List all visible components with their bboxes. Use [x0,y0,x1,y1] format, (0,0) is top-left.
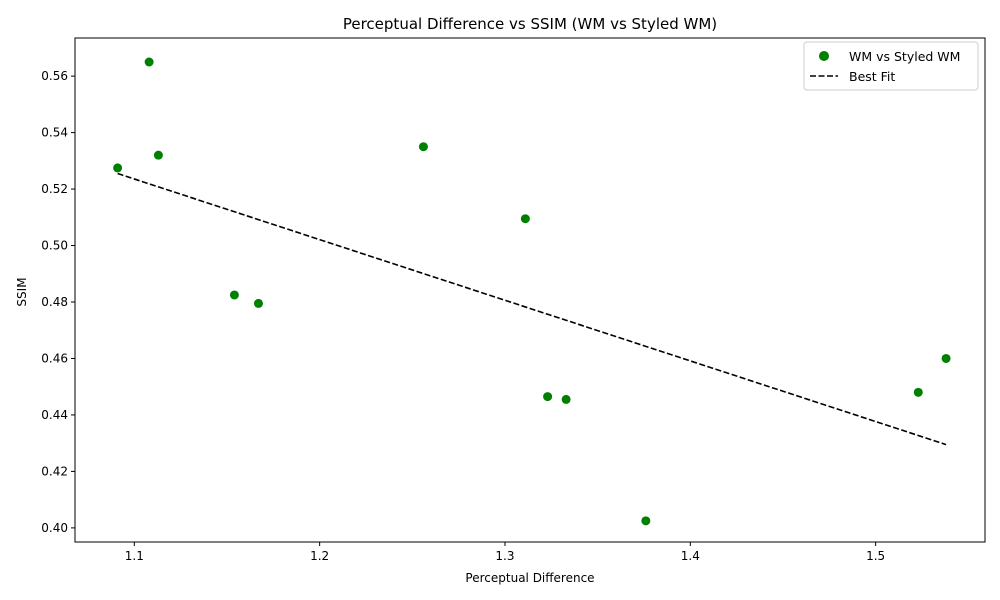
y-tick-label: 0.48 [41,295,68,309]
data-point-4 [229,290,239,300]
y-tick-label: 0.46 [41,351,68,365]
axes-frame [74,37,986,543]
data-marks [113,57,951,526]
data-point-12 [941,353,951,363]
legend-frame [803,41,979,91]
data-point-1 [113,163,123,173]
y-tick-label: 0.50 [41,239,68,253]
plot-background [75,38,985,542]
y-tick-label: 0.42 [41,464,68,478]
x-tick-label: 1.4 [681,549,700,563]
x-tick-label: 1.1 [125,549,144,563]
x-tick-label: 1.5 [866,549,885,563]
best-fit-line [117,172,947,446]
y-tick-label: 0.54 [41,126,68,140]
data-point-8 [543,392,553,402]
legend: WM vs Styled WM Best Fit [803,41,979,91]
y-tick-label: 0.56 [41,69,68,83]
plot-area [75,38,985,542]
x-tick-label: 1.3 [495,549,514,563]
legend-marker-scatter [819,51,829,61]
x-axis-title: Perceptual Difference [465,571,594,585]
legend-label-scatter: WM vs Styled WM [849,49,960,64]
data-point-3 [153,150,163,160]
x-tick-label: 1.2 [310,549,329,563]
data-point-2 [144,57,154,67]
legend-label-line: Best Fit [849,69,895,84]
y-tick-label: 0.52 [41,182,68,196]
data-point-11 [913,387,923,397]
axes: 1.1 1.2 1.3 1.4 1.5 0.40 0.42 0.44 0.46 0.48 0.50 0… [41,37,986,563]
data-point-5 [253,298,263,308]
y-tick-label: 0.44 [41,408,68,422]
y-axis-title: SSIM [15,277,29,306]
data-point-10 [641,516,651,526]
y-tick-label: 0.40 [41,521,68,535]
data-point-9 [561,394,571,404]
chart-title: Perceptual Difference vs SSIM (WM vs Sty… [343,15,717,33]
data-point-6 [418,142,428,152]
data-point-7 [520,214,530,224]
